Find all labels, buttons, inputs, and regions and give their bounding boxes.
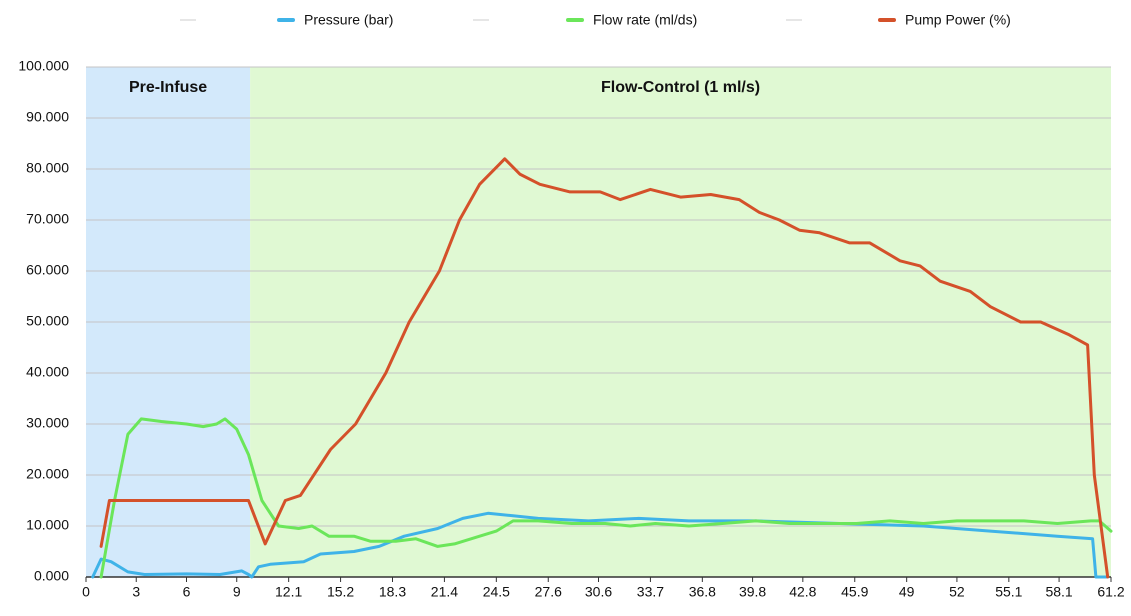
x-tick-label: 3 xyxy=(132,584,140,600)
x-tick-label: 27.6 xyxy=(535,584,562,600)
x-tick-label: 24.5 xyxy=(483,584,510,600)
y-tick-label: 20.000 xyxy=(26,466,69,482)
x-tick-label: 49 xyxy=(899,584,915,600)
x-tick-label: 55.1 xyxy=(995,584,1022,600)
y-tick-label: 60.000 xyxy=(26,262,69,278)
x-tick-label: 58.1 xyxy=(1045,584,1072,600)
y-tick-label: 90.000 xyxy=(26,109,69,125)
y-tick-label: 30.000 xyxy=(26,415,69,431)
x-tick-label: 9 xyxy=(233,584,241,600)
series-line xyxy=(99,157,1110,579)
x-tick-label: 33.7 xyxy=(637,584,664,600)
x-tick-label: 39.8 xyxy=(739,584,766,600)
y-tick-label: 50.000 xyxy=(26,313,69,329)
x-tick-label: 21.4 xyxy=(431,584,458,600)
x-tick-label: 15.2 xyxy=(327,584,354,600)
series-line xyxy=(99,417,1113,579)
y-tick-label: 40.000 xyxy=(26,364,69,380)
legend-label: Pump Power (%) xyxy=(905,12,1011,28)
phase-label: Flow-Control (1 ml/s) xyxy=(601,79,760,96)
x-tick-label: 52 xyxy=(949,584,965,600)
y-tick-label: 10.000 xyxy=(26,517,69,533)
x-tick-label: 36.8 xyxy=(689,584,716,600)
x-tick-label: 45.9 xyxy=(841,584,868,600)
x-tick-label: 12.1 xyxy=(275,584,302,600)
y-tick-label: 0.000 xyxy=(34,568,69,584)
x-tick-label: 61.2 xyxy=(1097,584,1124,600)
x-tick-label: 42.8 xyxy=(789,584,816,600)
phase-label: Pre-Infuse xyxy=(129,79,207,96)
y-tick-label: 80.000 xyxy=(26,160,69,176)
x-tick-label: 18.3 xyxy=(379,584,406,600)
y-tick-label: 70.000 xyxy=(26,211,69,227)
x-tick-label: 0 xyxy=(82,584,90,600)
x-tick-label: 30.6 xyxy=(585,584,612,600)
y-tick-label: 100.000 xyxy=(18,58,69,74)
x-tick-label: 6 xyxy=(183,584,191,600)
legend-label: Pressure (bar) xyxy=(304,12,393,28)
series-line xyxy=(91,511,1110,579)
legend-label: Flow rate (ml/ds) xyxy=(593,12,697,28)
